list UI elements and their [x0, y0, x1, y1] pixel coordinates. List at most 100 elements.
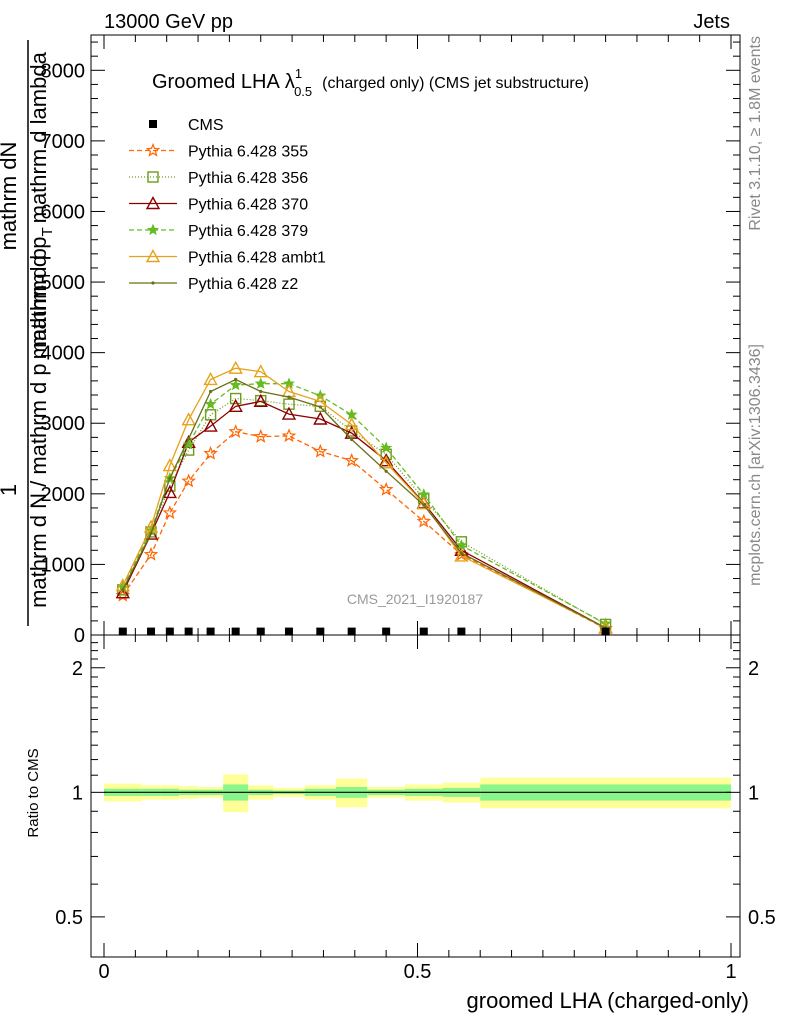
data-point [208, 389, 213, 394]
legend-entry: CMS [149, 117, 224, 134]
data-point [229, 392, 242, 405]
data-point [147, 627, 156, 636]
data-point [281, 428, 297, 443]
data-point [384, 469, 388, 473]
series-line [122, 367, 606, 629]
data-point [459, 551, 463, 555]
data-point [313, 443, 328, 458]
data-point [203, 418, 218, 432]
data-point [350, 437, 354, 442]
legend-entry: Pythia 6.428 379 [129, 223, 308, 240]
ratio-y-tick-label: 0.5 [55, 907, 83, 929]
data-point [229, 378, 242, 391]
ratio-y-axis-label: Ratio to CMS [25, 748, 42, 837]
data-point [344, 417, 359, 431]
ratio-y-tick-label-right: 2 [748, 658, 759, 680]
data-point [165, 627, 174, 636]
data-point [378, 481, 394, 496]
data-point [204, 397, 217, 410]
legend-entry: Pythia 6.428 356 [129, 170, 308, 187]
series-line [122, 397, 606, 625]
data-point [181, 434, 196, 448]
data-point [187, 437, 191, 441]
data-point [184, 627, 193, 636]
main-series-layer [115, 360, 613, 636]
ylabel-denominator-top: mathrm d pTmathrm d lambda [26, 51, 56, 347]
ratio-y-tick-label-right: 0.5 [748, 907, 776, 929]
data-point [147, 171, 159, 183]
legend-label: Pythia 6.428 z2 [188, 276, 298, 293]
data-point [455, 539, 468, 551]
data-point [344, 452, 359, 467]
data-point [234, 377, 238, 382]
data-point [121, 588, 125, 592]
data-point [231, 627, 240, 636]
data-point [228, 398, 243, 412]
y-tick-label: 6000 [41, 201, 86, 223]
ylabel-numerator-dn: mathrm dN [0, 142, 21, 251]
header-left: 13000 GeV pp [104, 11, 233, 33]
data-point [162, 505, 178, 520]
legend-entry: Pythia 6.428 ambt1 [129, 249, 326, 267]
ylabel-numerator-1: 1 [0, 484, 21, 496]
data-point [601, 627, 610, 636]
x-axis-label: groomed LHA (charged-only) [467, 988, 749, 1013]
data-point [253, 428, 269, 443]
legend: CMS Pythia 6.428 355 Pythia 6.428 356 Pythi… [129, 117, 326, 293]
data-point [382, 627, 391, 636]
legend-label: Pythia 6.428 355 [188, 144, 308, 161]
y-tick-label: 4000 [41, 343, 86, 365]
plot-title: Groomed LHA λ1 0.5 (charged only) (CMS jet … [152, 66, 589, 99]
y-tick-label: 2000 [41, 484, 86, 506]
ratio-plot-frame [90, 634, 741, 958]
data-point [145, 142, 161, 157]
x-tick-label: 1 [725, 961, 736, 983]
data-point [316, 627, 325, 636]
data-point [203, 372, 218, 386]
series-line [122, 383, 606, 625]
data-point [182, 438, 195, 450]
series-cms [118, 627, 610, 636]
data-point [256, 627, 265, 636]
ylabel-denominator: mathrm d N / mathrm d pmathrm d p [26, 248, 51, 608]
legend-label: CMS [188, 117, 224, 134]
data-point [347, 627, 356, 636]
y-tick-label: 7000 [41, 131, 86, 153]
data-point [287, 395, 291, 399]
analysis-watermark: CMS_2021_I1920187 [347, 591, 483, 607]
data-point [254, 377, 267, 389]
data-point [206, 627, 215, 636]
data-point [313, 411, 328, 425]
data-point [345, 408, 358, 420]
x-tick-label: 0 [98, 961, 109, 983]
data-point [416, 513, 432, 528]
y-tick-label: 0 [74, 625, 85, 647]
data-point [162, 458, 178, 472]
data-point [228, 424, 243, 438]
series-pythia-6-428-ambt1 [115, 360, 613, 634]
legend-label: Pythia 6.428 370 [188, 197, 308, 214]
data-point [419, 627, 428, 636]
data-point [454, 548, 469, 562]
data-point [253, 364, 268, 378]
ratio-y-tick-label: 2 [72, 658, 83, 680]
data-point [149, 120, 157, 128]
data-point [457, 627, 466, 636]
y-tick-label: 3000 [41, 413, 86, 435]
data-point [253, 393, 268, 408]
header-right: Jets [693, 11, 730, 33]
data-point [378, 455, 394, 469]
data-point [143, 546, 159, 561]
series-line [122, 378, 606, 629]
rivet-label: Rivet 3.1.10, ≥ 1.8M events [747, 36, 764, 231]
legend-entry: Pythia 6.428 370 [129, 196, 308, 214]
data-point [149, 531, 153, 535]
data-point [115, 585, 130, 599]
data-point [146, 223, 160, 236]
x-tick-label: 0.5 [404, 961, 432, 983]
series-line [122, 431, 606, 630]
main-axis-ticks: 0 1000 2000 3000 4000 5000 6000 7000 8000 [41, 35, 740, 647]
legend-label: Pythia 6.428 ambt1 [188, 250, 326, 267]
legend-label: Pythia 6.428 379 [188, 223, 308, 240]
